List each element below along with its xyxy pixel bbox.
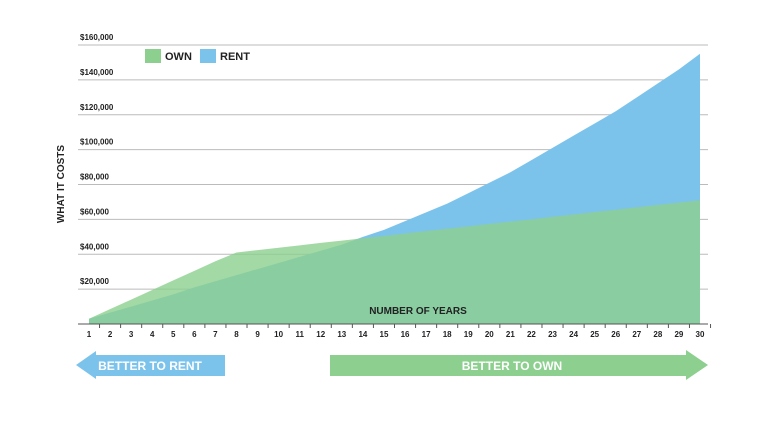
x-tick-label: 13: [337, 330, 346, 339]
plot: $20,000 $40,000 $60,000 $80,000 $100,000 $120…: [78, 33, 712, 339]
y-tick-label: $20,000: [80, 277, 109, 286]
x-tick-label: 23: [548, 330, 557, 339]
x-tick-label: 24: [569, 330, 578, 339]
y-tick-label: $40,000: [80, 242, 109, 251]
legend: OWN RENT: [145, 49, 250, 63]
x-tick-label: 16: [401, 330, 410, 339]
y-tick-label: $80,000: [80, 173, 109, 182]
x-tick-label: 21: [506, 330, 515, 339]
x-tick-label: 30: [696, 330, 705, 339]
own-arrow: [330, 350, 708, 380]
x-tick-label: 26: [611, 330, 620, 339]
x-tick-label: 22: [527, 330, 536, 339]
rent-arrow-label: BETTER TO RENT: [98, 359, 202, 373]
area: [89, 200, 700, 324]
x-tick-label: 10: [274, 330, 283, 339]
x-tick-label: 20: [485, 330, 494, 339]
legend-swatch: [145, 49, 161, 63]
x-tick-label: 11: [295, 330, 304, 339]
x-tick-label: 18: [443, 330, 452, 339]
x-tick-label: 3: [129, 330, 134, 339]
y-axis-label: WHAT IT COSTS: [56, 145, 67, 223]
x-tick-label: 12: [316, 330, 325, 339]
y-tick-label: $160,000: [80, 33, 114, 42]
rent-arrow: [76, 351, 225, 379]
x-tick-label: 9: [255, 330, 260, 339]
x-tick-label: 27: [632, 330, 641, 339]
legend-swatch: [200, 49, 216, 63]
x-tick-label: 4: [150, 330, 155, 339]
y-tick-label: $120,000: [80, 103, 114, 112]
x-tick-label: 2: [108, 330, 113, 339]
legend-label: RENT: [220, 51, 250, 63]
y-tick-label: $100,000: [80, 138, 114, 147]
y-tick-label: $60,000: [80, 207, 109, 216]
x-tick-label: 28: [653, 330, 662, 339]
x-tick-label: 7: [213, 330, 218, 339]
x-tick-label: 1: [87, 330, 92, 339]
x-tick-label: 25: [590, 330, 599, 339]
x-tick-label: 15: [380, 330, 389, 339]
x-tick-label: 14: [358, 330, 367, 339]
legend-label: OWN: [165, 51, 192, 63]
x-tick-label: 5: [171, 330, 176, 339]
own-arrow-label: BETTER TO OWN: [462, 359, 562, 373]
x-tick-label: 6: [192, 330, 197, 339]
x-tick-label: 29: [674, 330, 683, 339]
x-tick-label: 17: [422, 330, 431, 339]
x-tick-label: 19: [464, 330, 473, 339]
x-axis-label: NUMBER OF YEARS: [369, 306, 467, 317]
x-tick-label: 8: [234, 330, 239, 339]
y-tick-label: $140,000: [80, 68, 114, 77]
